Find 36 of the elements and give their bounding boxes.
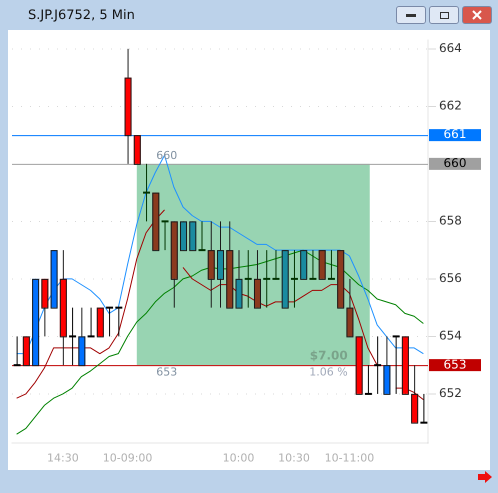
candlestick	[143, 163, 150, 222]
candlestick	[14, 336, 21, 366]
candlestick	[244, 250, 252, 308]
y-tick-label: 656	[439, 271, 462, 286]
x-tick-label: 10:00	[222, 451, 254, 464]
ref-line-label: 653	[444, 357, 466, 372]
x-tick-label: 10-09:00	[102, 451, 152, 464]
annotation: 1.06 %	[309, 366, 348, 379]
candlestick	[364, 364, 372, 395]
annotation: 660	[156, 149, 178, 162]
candlestick	[115, 306, 122, 337]
candlestick	[69, 307, 76, 366]
y-tick-label: 658	[439, 213, 462, 228]
candlestick	[162, 220, 169, 251]
y-tick-label: 664	[439, 40, 462, 55]
x-tick-label: 14:30	[46, 451, 79, 464]
candlestick	[290, 250, 298, 308]
candlestick	[374, 336, 382, 394]
annotation: 653	[156, 366, 178, 379]
candlestick	[263, 250, 270, 308]
candlestick	[328, 250, 335, 280]
chart-title: S.JP.J6752, 5 Min	[28, 8, 135, 22]
candlestick	[106, 306, 114, 337]
y-tick-label: 662	[439, 98, 462, 112]
candlestick	[272, 250, 280, 280]
candlestick	[392, 335, 400, 394]
ref-line-label: 660	[444, 156, 466, 170]
y-tick-label: 652	[439, 386, 462, 400]
candlestick	[198, 220, 206, 252]
candlestick	[420, 393, 428, 424]
x-tick-label: 10:30	[278, 451, 310, 464]
candlestick	[88, 307, 95, 338]
candlestick	[309, 250, 316, 280]
ref-line-label: 661	[444, 127, 466, 142]
y-tick-label: 654	[439, 328, 462, 343]
x-tick-label: 10-11:00	[324, 451, 374, 464]
